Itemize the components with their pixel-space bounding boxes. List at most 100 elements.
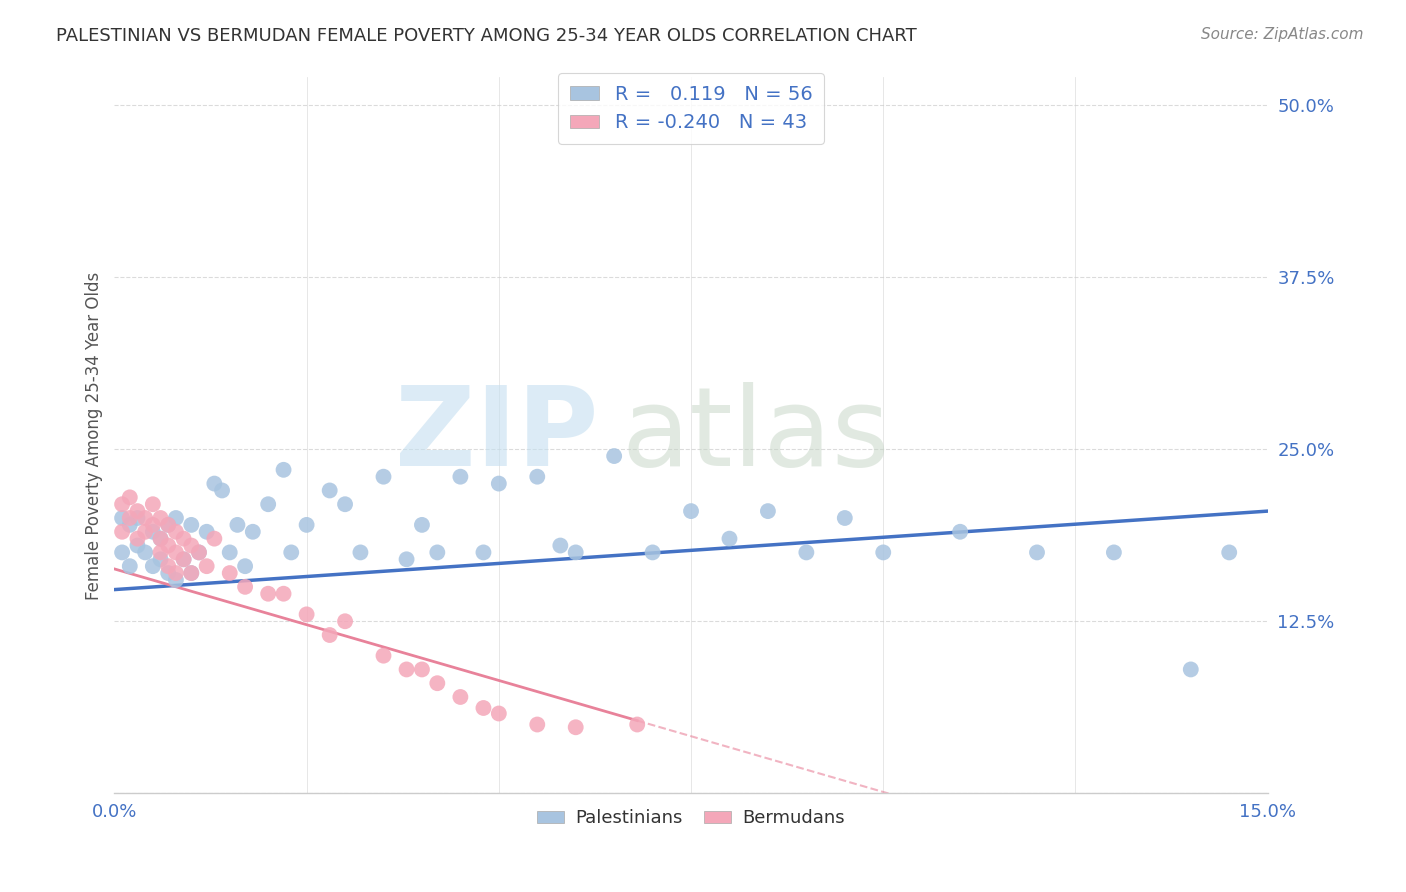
Point bbox=[550, 539, 572, 553]
Point bbox=[318, 628, 340, 642]
Point bbox=[679, 504, 702, 518]
Text: Source: ZipAtlas.com: Source: ZipAtlas.com bbox=[1201, 27, 1364, 42]
Point bbox=[173, 552, 195, 566]
Point bbox=[157, 559, 180, 574]
Point bbox=[273, 587, 295, 601]
Point bbox=[111, 511, 134, 525]
Point bbox=[603, 449, 626, 463]
Point bbox=[134, 524, 156, 539]
Point bbox=[796, 545, 818, 559]
Point bbox=[949, 524, 972, 539]
Y-axis label: Female Poverty Among 25-34 Year Olds: Female Poverty Among 25-34 Year Olds bbox=[86, 271, 103, 599]
Point bbox=[488, 476, 510, 491]
Point bbox=[280, 545, 302, 559]
Point bbox=[218, 545, 240, 559]
Point bbox=[202, 532, 225, 546]
Text: atlas: atlas bbox=[621, 382, 890, 489]
Point bbox=[564, 720, 586, 734]
Point bbox=[349, 545, 371, 559]
Point bbox=[149, 511, 172, 525]
Point bbox=[472, 701, 495, 715]
Point bbox=[488, 706, 510, 721]
Point bbox=[149, 532, 172, 546]
Point bbox=[472, 545, 495, 559]
Point bbox=[718, 532, 741, 546]
Point bbox=[526, 717, 548, 731]
Point bbox=[333, 614, 356, 628]
Point bbox=[233, 559, 256, 574]
Point bbox=[165, 545, 187, 559]
Point bbox=[165, 524, 187, 539]
Point bbox=[111, 545, 134, 559]
Point bbox=[188, 545, 211, 559]
Point bbox=[180, 539, 202, 553]
Point bbox=[127, 511, 149, 525]
Point bbox=[872, 545, 894, 559]
Point bbox=[1026, 545, 1049, 559]
Point bbox=[149, 552, 172, 566]
Point bbox=[1180, 662, 1202, 676]
Point bbox=[173, 552, 195, 566]
Point bbox=[142, 517, 165, 532]
Point bbox=[165, 573, 187, 587]
Point bbox=[149, 532, 172, 546]
Point bbox=[118, 511, 141, 525]
Point bbox=[257, 587, 280, 601]
Point bbox=[157, 517, 180, 532]
Point bbox=[395, 662, 418, 676]
Text: ZIP: ZIP bbox=[395, 382, 599, 489]
Point bbox=[449, 469, 471, 483]
Point bbox=[318, 483, 340, 498]
Point bbox=[626, 717, 648, 731]
Point bbox=[173, 532, 195, 546]
Point bbox=[411, 517, 433, 532]
Point bbox=[165, 511, 187, 525]
Point bbox=[134, 511, 156, 525]
Point bbox=[233, 580, 256, 594]
Point bbox=[411, 662, 433, 676]
Point bbox=[180, 566, 202, 580]
Point bbox=[211, 483, 233, 498]
Point bbox=[149, 545, 172, 559]
Point bbox=[834, 511, 856, 525]
Point bbox=[142, 559, 165, 574]
Point bbox=[449, 690, 471, 704]
Point bbox=[218, 566, 240, 580]
Point bbox=[195, 524, 218, 539]
Point bbox=[127, 504, 149, 518]
Point bbox=[641, 545, 664, 559]
Point bbox=[118, 491, 141, 505]
Point bbox=[526, 469, 548, 483]
Point bbox=[373, 469, 395, 483]
Point bbox=[157, 539, 180, 553]
Point bbox=[273, 463, 295, 477]
Legend: Palestinians, Bermudans: Palestinians, Bermudans bbox=[530, 802, 852, 834]
Point bbox=[373, 648, 395, 663]
Point bbox=[180, 517, 202, 532]
Point bbox=[257, 497, 280, 511]
Point bbox=[188, 545, 211, 559]
Point bbox=[1218, 545, 1240, 559]
Point bbox=[134, 545, 156, 559]
Point bbox=[127, 532, 149, 546]
Point bbox=[202, 476, 225, 491]
Point bbox=[426, 676, 449, 690]
Point bbox=[127, 539, 149, 553]
Point bbox=[242, 524, 264, 539]
Point bbox=[295, 517, 318, 532]
Point bbox=[142, 524, 165, 539]
Point bbox=[195, 559, 218, 574]
Text: PALESTINIAN VS BERMUDAN FEMALE POVERTY AMONG 25-34 YEAR OLDS CORRELATION CHART: PALESTINIAN VS BERMUDAN FEMALE POVERTY A… bbox=[56, 27, 917, 45]
Point bbox=[118, 559, 141, 574]
Point bbox=[111, 524, 134, 539]
Point bbox=[295, 607, 318, 622]
Point bbox=[333, 497, 356, 511]
Point bbox=[395, 552, 418, 566]
Point bbox=[180, 566, 202, 580]
Point bbox=[111, 497, 134, 511]
Point bbox=[157, 517, 180, 532]
Point bbox=[756, 504, 779, 518]
Point bbox=[426, 545, 449, 559]
Point bbox=[118, 517, 141, 532]
Point bbox=[165, 566, 187, 580]
